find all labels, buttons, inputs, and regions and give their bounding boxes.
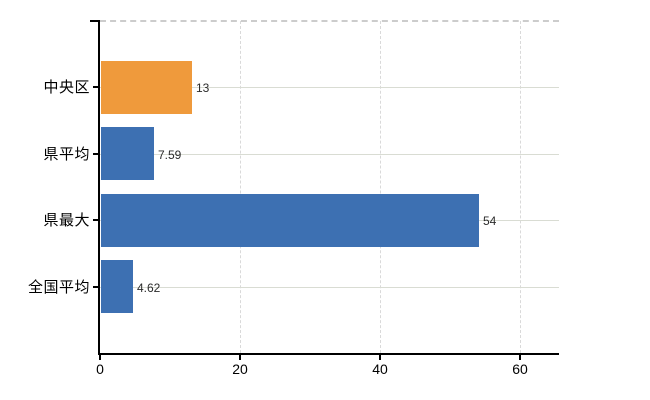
bar-value-label: 4.62 <box>137 281 161 295</box>
category-label: 全国平均 <box>27 279 90 296</box>
category-label: 県最大 <box>43 212 90 229</box>
y-axis-tick <box>93 286 100 288</box>
x-axis-tick <box>379 355 381 360</box>
x-tick-label: 60 <box>512 361 528 377</box>
vertical-gridline <box>520 21 522 353</box>
data-bar[interactable] <box>101 127 154 180</box>
data-bar[interactable] <box>101 194 479 247</box>
bar-value-label: 54 <box>483 214 497 228</box>
horizontal-gridline <box>100 154 559 155</box>
y-axis-tick <box>93 219 100 221</box>
vertical-gridline <box>380 21 382 353</box>
horizontal-gridline <box>100 87 559 88</box>
data-bar[interactable] <box>101 260 133 313</box>
y-axis-tick <box>93 153 100 155</box>
x-axis-line <box>98 353 559 355</box>
category-label: 中央区 <box>43 79 90 96</box>
y-axis-tick <box>93 86 100 88</box>
y-axis-top-cap-tick <box>90 20 100 22</box>
vertical-gridline <box>240 21 242 353</box>
y-axis-line <box>98 21 100 355</box>
bar-value-label: 13 <box>196 81 210 95</box>
x-axis-tick <box>99 355 101 360</box>
x-tick-label: 20 <box>232 361 248 377</box>
plot-top-border <box>100 20 559 22</box>
x-tick-label: 40 <box>372 361 388 377</box>
x-tick-label: 0 <box>96 361 104 377</box>
x-axis-tick <box>519 355 521 360</box>
horizontal-gridline <box>100 287 559 288</box>
category-label: 県平均 <box>43 146 90 163</box>
x-axis-tick <box>239 355 241 360</box>
data-bar[interactable] <box>101 61 192 114</box>
bar-value-label: 7.59 <box>158 148 182 162</box>
